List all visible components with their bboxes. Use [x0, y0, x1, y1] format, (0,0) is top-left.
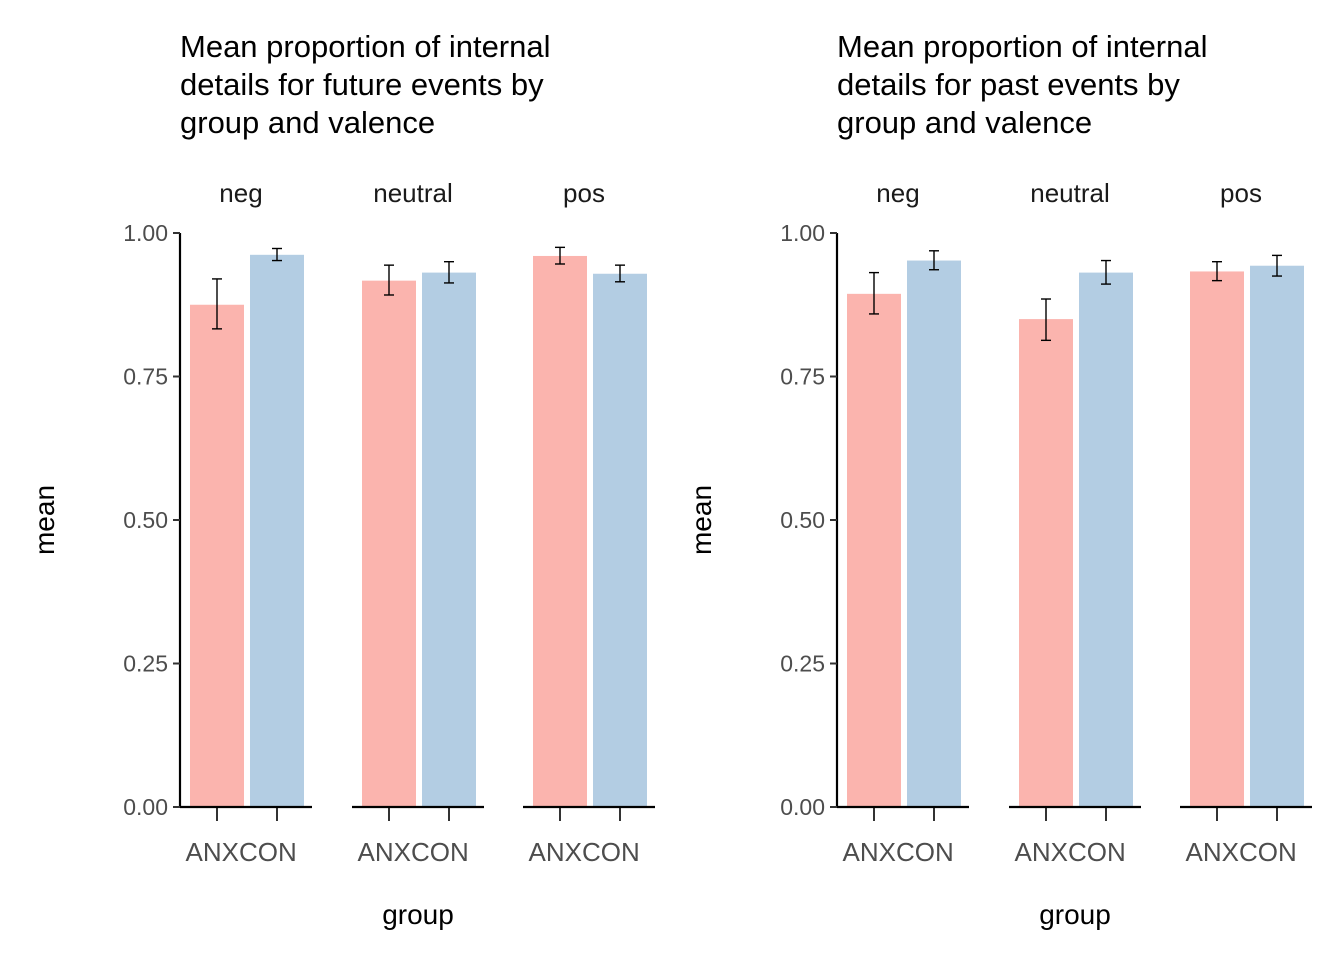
bar-anx	[190, 304, 244, 807]
x-tick-label: CON	[1068, 837, 1126, 867]
x-axis-title: group	[1039, 899, 1111, 930]
y-axis-title: mean	[29, 485, 60, 555]
y-tick-label: 0.00	[123, 794, 168, 820]
x-tick-label: ANX	[843, 837, 896, 867]
facet-label: neg	[876, 178, 919, 208]
facet-label: neutral	[373, 178, 453, 208]
bar-con	[250, 254, 304, 807]
y-tick-label: 0.75	[123, 364, 168, 390]
facet-label: neg	[219, 178, 262, 208]
x-tick-label: ANX	[1186, 837, 1239, 867]
chart-title-line: group and valence	[180, 105, 435, 140]
bar-con	[593, 273, 647, 807]
x-axis-title: group	[382, 899, 454, 930]
y-axis-title: mean	[686, 485, 717, 555]
bar-anx	[362, 280, 416, 808]
x-tick-label: ANX	[186, 837, 239, 867]
y-tick-label: 0.25	[780, 651, 825, 677]
bar-anx	[847, 293, 901, 807]
bar-con	[907, 260, 961, 807]
bar-con	[422, 272, 476, 808]
x-tick-label: ANX	[529, 837, 582, 867]
facet-label: pos	[1220, 178, 1262, 208]
y-tick-label: 0.50	[123, 507, 168, 533]
x-tick-label: CON	[411, 837, 469, 867]
chart-title-line: Mean proportion of internal	[837, 29, 1208, 64]
chart-title-line: Mean proportion of internal	[180, 29, 551, 64]
bar-anx	[1190, 271, 1244, 807]
y-tick-label: 1.00	[123, 220, 168, 246]
chart-panel-past: Mean proportion of internal details for …	[686, 29, 1312, 930]
chart-title-line: details for future events by	[180, 67, 544, 102]
y-tick-label: 1.00	[780, 220, 825, 246]
x-tick-label: ANX	[358, 837, 411, 867]
y-tick-label: 0.50	[780, 507, 825, 533]
facet-label: neutral	[1030, 178, 1110, 208]
y-tick-label: 0.25	[123, 651, 168, 677]
x-tick-label: CON	[1239, 837, 1297, 867]
bar-con	[1079, 272, 1133, 808]
y-tick-label: 0.00	[780, 794, 825, 820]
x-tick-label: CON	[239, 837, 297, 867]
facet-label: pos	[563, 178, 605, 208]
chart-title-line: group and valence	[837, 105, 1092, 140]
bar-anx	[533, 255, 587, 807]
x-tick-label: CON	[896, 837, 954, 867]
x-tick-label: ANX	[1015, 837, 1068, 867]
bar-con	[1250, 265, 1304, 807]
bar-anx	[1019, 319, 1073, 807]
x-tick-label: CON	[582, 837, 640, 867]
y-tick-label: 0.75	[780, 364, 825, 390]
chart-title-line: details for past events by	[837, 67, 1180, 102]
chart-panel-future: Mean proportion of internal details for …	[29, 29, 655, 930]
